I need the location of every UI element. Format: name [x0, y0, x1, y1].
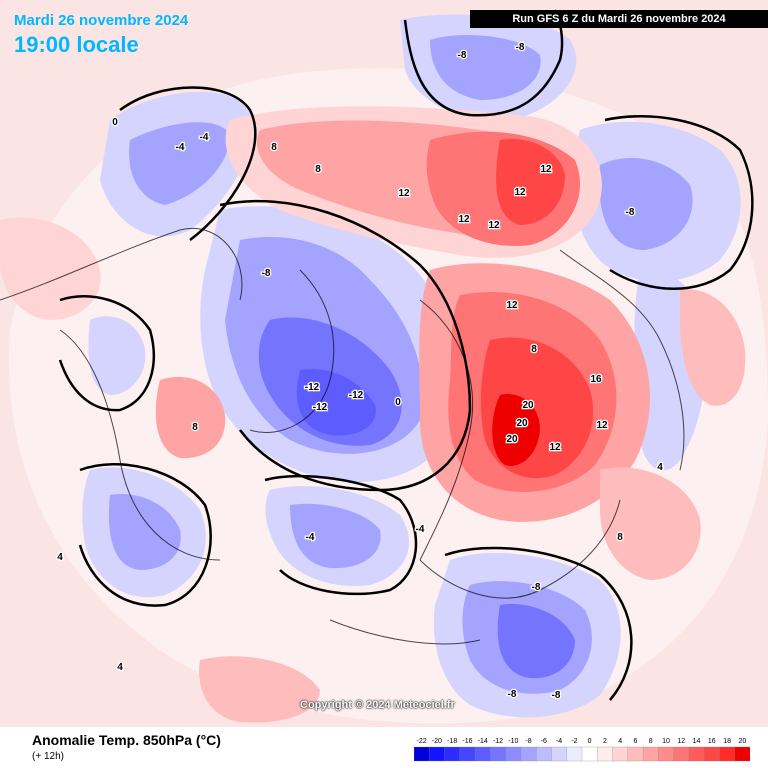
legend-swatch — [444, 746, 461, 762]
legend-tick-label: 6 — [634, 738, 638, 745]
contour-value-label: 8 — [271, 142, 277, 153]
contour-value-label: -12 — [349, 390, 364, 401]
legend-tick-label: 12 — [677, 738, 685, 745]
contour-value-label: 0 — [395, 397, 401, 408]
contour-value-label: -4 — [416, 524, 425, 535]
legend-swatch — [734, 746, 750, 762]
contour-value-label: 4 — [117, 662, 123, 673]
legend-swatch — [459, 746, 476, 762]
legend-tick-label: 18 — [723, 738, 731, 745]
contour-value-label: 8 — [617, 532, 623, 543]
legend-tick-label: 4 — [618, 738, 622, 745]
contour-value-label: -8 — [516, 42, 525, 53]
legend-tick-label: 8 — [649, 738, 653, 745]
contour-value-label: 0 — [112, 117, 118, 128]
legend-swatch — [673, 746, 690, 762]
temperature-anomaly-map: -8 -8 -4 -4 8 8 12 12 12 12 12 -8 -8 -12 -12 -12 12 8 16 20… — [0, 0, 768, 727]
contour-value-label: -8 — [626, 207, 635, 218]
legend-swatch — [688, 746, 705, 762]
legend-tick-label: -16 — [462, 738, 472, 745]
legend-swatch — [597, 746, 614, 762]
legend-swatch — [566, 746, 583, 762]
legend-tick-label: -20 — [432, 738, 442, 745]
contour-value-label: 4 — [657, 462, 663, 473]
legend-swatch — [581, 746, 598, 762]
contour-value-label: 20 — [522, 400, 534, 411]
color-scale-legend: -22 -20 -18 -16 -14 -12 -10 -8 -6 -4 -2 0 2 4 6 8 10 12 14… — [414, 738, 750, 762]
contour-value-label: -4 — [176, 142, 185, 153]
contour-value-label: 8 — [192, 422, 198, 433]
contour-value-label: 20 — [506, 434, 518, 445]
legend-tick-label: -12 — [493, 738, 503, 745]
legend-swatch — [414, 746, 430, 762]
legend-swatch — [627, 746, 644, 762]
cold-anomaly-zones — [82, 14, 741, 718]
contour-value-label: 12 — [549, 442, 561, 453]
contour-value-label: 4 — [57, 552, 63, 563]
contour-value-label: 12 — [540, 164, 552, 175]
contour-value-label: -8 — [532, 582, 541, 593]
legend-swatch — [704, 746, 721, 762]
contour-value-label: -8 — [458, 50, 467, 61]
legend-tick-label: -14 — [478, 738, 488, 745]
contour-value-label: -4 — [306, 532, 315, 543]
legend-tick-label: 0 — [588, 738, 592, 745]
legend-swatch — [719, 746, 736, 762]
contour-value-label: 12 — [514, 187, 526, 198]
legend-tick-label: 16 — [708, 738, 716, 745]
contour-value-label: -12 — [305, 382, 320, 393]
lead-time: (+ 12h) — [32, 751, 64, 762]
legend-tick-label: -18 — [447, 738, 457, 745]
forecast-time: 19:00 locale — [14, 32, 139, 57]
legend-tick-label: -8 — [525, 738, 531, 745]
legend-tick-label: 2 — [603, 738, 607, 745]
legend-swatch — [429, 746, 446, 762]
contour-value-label: -8 — [262, 268, 271, 279]
legend-tick-label: -6 — [541, 738, 547, 745]
legend-swatch — [551, 746, 568, 762]
contour-value-label: 20 — [516, 418, 528, 429]
contour-value-label: 12 — [506, 300, 518, 311]
contour-value-label: -12 — [313, 402, 328, 413]
contour-value-label: 16 — [590, 374, 602, 385]
warm-anomaly-zones — [0, 106, 746, 723]
legend-swatch — [536, 746, 553, 762]
legend-swatch — [490, 746, 507, 762]
legend-swatch — [505, 746, 522, 762]
forecast-date: Mardi 26 novembre 2024 — [14, 12, 189, 29]
legend-swatch — [474, 746, 492, 762]
coastline-lines — [0, 228, 685, 645]
legend-swatch — [612, 746, 629, 762]
contour-value-label: 8 — [315, 164, 321, 175]
contour-value-labels: -8 -8 -4 -4 8 8 12 12 12 12 12 -8 -8 -12 -12 -12 12 8 16 20… — [56, 41, 665, 703]
contour-value-label: 12 — [458, 214, 470, 225]
legend-tick-label: -2 — [571, 738, 577, 745]
legend-tick-label: -4 — [556, 738, 562, 745]
model-run-info: Run GFS 6 Z du Mardi 26 novembre 2024 — [470, 10, 768, 28]
parameter-title: Anomalie Temp. 850hPa (°C) — [32, 732, 221, 748]
contour-value-label: -4 — [200, 132, 209, 143]
legend-tick-label: 10 — [662, 738, 670, 745]
contour-value-label: 12 — [398, 188, 410, 199]
legend-tick-label: -10 — [508, 738, 518, 745]
contour-value-label: -8 — [508, 689, 517, 700]
legend-swatch — [658, 746, 675, 762]
legend-tick-label: -22 — [417, 738, 427, 745]
legend-swatch — [520, 746, 537, 762]
copyright-notice: Copyright © 2024 Meteociel.fr — [300, 699, 455, 711]
contour-value-label: -8 — [552, 690, 561, 701]
legend-tick-label: 20 — [739, 738, 747, 745]
legend-tick-label: 14 — [693, 738, 701, 745]
contour-value-label: 8 — [531, 344, 537, 355]
contour-value-label: 12 — [488, 220, 500, 231]
legend-swatch — [642, 746, 660, 762]
zero-isotherm-contours — [58, 9, 754, 701]
contour-value-label: 12 — [596, 420, 608, 431]
